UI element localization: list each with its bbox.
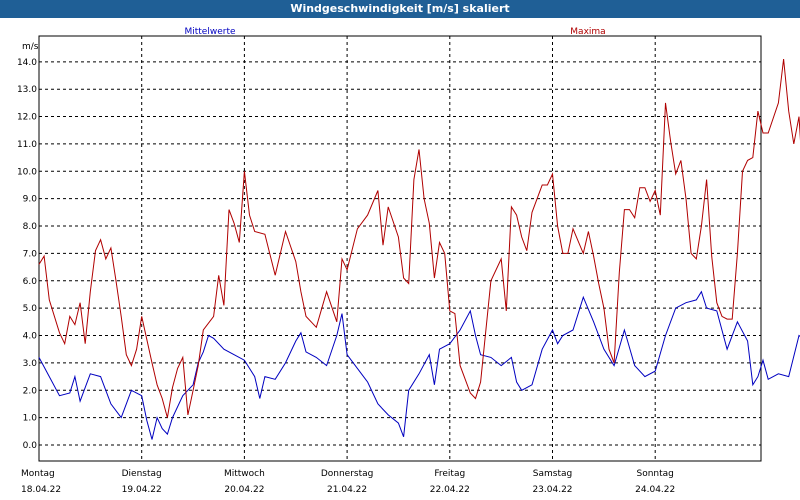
day-name-label: Freitag (434, 469, 465, 479)
day-name-label: Montag (21, 469, 55, 479)
y-tick-label: 1.0 (23, 414, 38, 424)
day-date-label: 20.04.22 (224, 485, 264, 495)
day-date-label: 22.04.22 (430, 485, 470, 495)
grid-layer (39, 36, 761, 461)
day-date-label: 19.04.22 (122, 485, 162, 495)
day-date-label: 24.04.22 (635, 485, 675, 495)
legend-label-maxima: Maxima (570, 27, 605, 37)
y-tick-label: 10.0 (17, 167, 37, 177)
y-tick-label: 5.0 (23, 304, 38, 314)
window-title-bar: Windgeschwindigkeit [m/s] skaliert (0, 0, 800, 18)
y-tick-labels: 0.0 1.0 2.0 3.0 4.0 5.0 6.0 7.0 8.0 9.0 10.0 11.0 12… (17, 58, 37, 451)
y-tick-label: 4.0 (23, 332, 38, 342)
day-date-label: 21.04.22 (327, 485, 367, 495)
y-tick-label: 11.0 (17, 140, 37, 150)
day-name-label: Dienstag (122, 469, 162, 479)
y-tick-label: 6.0 (23, 277, 38, 287)
y-tick-label: 13.0 (17, 85, 37, 95)
x-day-labels: Montag 18.04.22 Dienstag 19.04.22 Mittwoch 20… (21, 469, 675, 495)
y-tick-label: 12.0 (17, 113, 37, 123)
day-name-label: Samstag (533, 469, 572, 479)
day-name-label: Donnerstag (321, 469, 374, 479)
y-tick-label: 8.0 (23, 222, 38, 232)
window-title: Windgeschwindigkeit [m/s] skaliert (290, 2, 510, 15)
legend-label-mittelwerte: Mittelwerte (184, 27, 235, 37)
day-date-label: 18.04.22 (21, 485, 61, 495)
y-tick-label: 9.0 (23, 195, 38, 205)
series-line-maxima (38, 59, 800, 418)
y-tick-label: 2.0 (23, 386, 38, 396)
y-tick-label: 7.0 (23, 249, 38, 259)
y-tick-label: 14.0 (17, 58, 37, 68)
day-date-label: 23.04.22 (532, 485, 572, 495)
series-layer (38, 59, 800, 440)
series-line-mittelwerte (38, 290, 800, 440)
day-name-label: Mittwoch (224, 469, 265, 479)
y-tick-label: 3.0 (23, 359, 38, 369)
y-tick-label: 0.0 (23, 441, 38, 451)
day-name-label: Sonntag (637, 469, 674, 479)
y-axis-unit-label: m/s (22, 42, 39, 52)
